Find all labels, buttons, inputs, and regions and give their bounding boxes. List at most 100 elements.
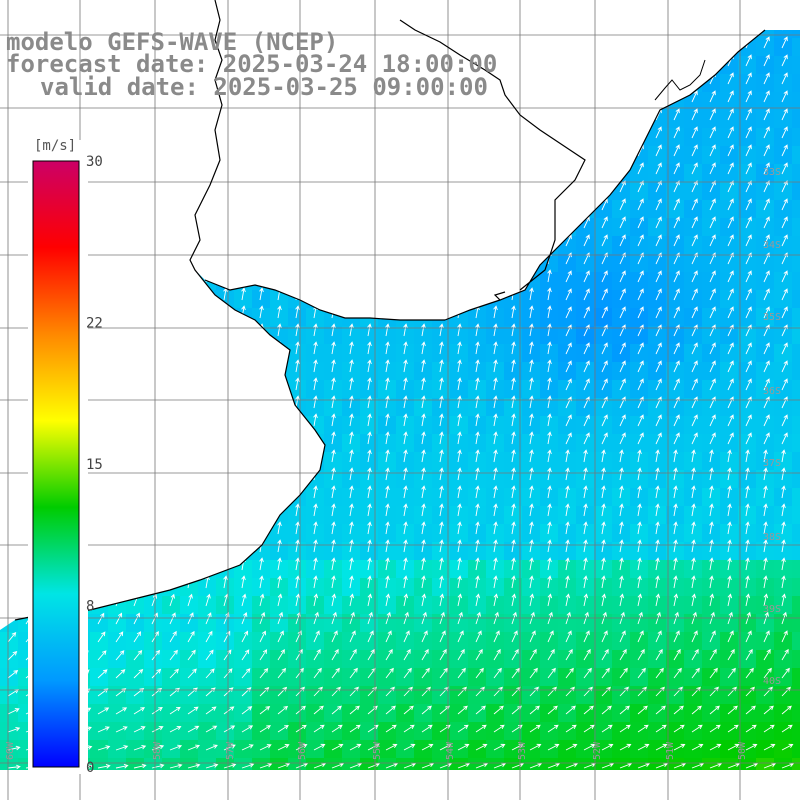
- wind-cell: [144, 776, 163, 795]
- wind-arrow: [673, 126, 680, 139]
- wind-arrow: [421, 107, 426, 121]
- wind-arrow: [565, 724, 577, 733]
- wind-arrow: [763, 575, 768, 589]
- wind-cell: [450, 272, 469, 291]
- wind-cell: [468, 758, 487, 770]
- wind-cell: [756, 578, 775, 597]
- wind-cell: [558, 38, 577, 57]
- wind-arrow: [529, 89, 534, 103]
- wind-arrow: [691, 108, 698, 121]
- wind-cell: [576, 434, 595, 453]
- wind-arrow: [781, 90, 788, 103]
- wind-cell: [198, 578, 217, 597]
- wind-cell: [648, 776, 667, 795]
- wind-cell: [180, 290, 199, 309]
- wind-cell: [738, 236, 757, 255]
- wind-cell: [162, 146, 181, 165]
- wind-cell: [90, 560, 109, 579]
- wind-cell: [432, 434, 451, 453]
- wind-arrow: [475, 395, 480, 409]
- wind-cell: [630, 30, 649, 39]
- wind-cell: [234, 146, 253, 165]
- wind-cell: [162, 560, 181, 579]
- wind-cell: [378, 632, 397, 651]
- wind-cell: [36, 308, 55, 327]
- wind-arrow: [97, 431, 102, 445]
- wind-arrow: [313, 449, 318, 463]
- wind-arrow: [727, 503, 732, 517]
- wind-arrow: [637, 743, 650, 751]
- wind-arrow: [745, 342, 752, 355]
- wind-cell: [90, 596, 109, 615]
- wind-arrow: [781, 467, 786, 481]
- wind-arrow: [709, 557, 714, 571]
- wind-arrow: [745, 521, 750, 535]
- wind-arrow: [457, 503, 462, 517]
- wind-cell: [36, 254, 55, 273]
- wind-cell: [396, 560, 415, 579]
- wind-cell: [216, 308, 235, 327]
- wind-cell: [756, 200, 775, 219]
- wind-cell: [90, 182, 109, 201]
- wind-arrow: [97, 359, 102, 373]
- wind-cell: [756, 344, 775, 363]
- wind-arrow: [655, 539, 660, 553]
- wind-cell: [666, 452, 685, 471]
- wind-arrow: [439, 521, 444, 535]
- wind-arrow: [727, 648, 735, 661]
- wind-cell: [666, 30, 685, 39]
- wind-arrow: [457, 287, 462, 301]
- wind-arrow: [529, 630, 536, 643]
- wind-arrow: [511, 125, 516, 139]
- wind-arrow: [637, 126, 644, 139]
- wind-arrow: [277, 521, 282, 535]
- wind-arrow: [313, 431, 318, 445]
- wind-cell: [144, 290, 163, 309]
- wind-arrow: [187, 485, 192, 499]
- wind-cell: [18, 236, 37, 255]
- wind-cell: [270, 398, 289, 417]
- wind-arrow: [205, 377, 210, 391]
- wind-arrow: [367, 305, 372, 319]
- wind-arrow: [61, 413, 66, 427]
- wind-arrow: [673, 180, 680, 193]
- wind-cell: [306, 632, 325, 651]
- wind-arrow: [583, 503, 588, 517]
- wind-cell: [468, 182, 487, 201]
- wind-arrow: [331, 667, 340, 679]
- wind-arrow: [43, 125, 48, 139]
- wind-arrow: [565, 593, 571, 607]
- wind-cell: [342, 344, 361, 363]
- wind-arrow: [781, 180, 788, 193]
- wind-cell: [720, 272, 739, 291]
- wind-cell: [18, 380, 37, 399]
- wind-arrow: [61, 161, 66, 175]
- wind-cell: [720, 128, 739, 147]
- wind-cell: [0, 416, 19, 435]
- wind-cell: [468, 650, 487, 669]
- wind-arrow: [259, 706, 271, 715]
- wind-cell: [216, 596, 235, 615]
- wind-arrow: [763, 270, 770, 283]
- wind-cell: [630, 182, 649, 201]
- wind-arrow: [403, 215, 408, 229]
- wind-arrow: [259, 377, 264, 391]
- wind-cell: [162, 524, 181, 543]
- wind-cell: [540, 650, 559, 669]
- wind-cell: [576, 776, 595, 795]
- wind-arrow: [547, 53, 552, 67]
- wind-cell: [162, 614, 181, 633]
- wind-cell: [486, 524, 505, 543]
- wind-arrow: [763, 593, 769, 607]
- wind-arrow: [619, 503, 624, 517]
- wind-arrow: [133, 612, 140, 625]
- wind-arrow: [25, 305, 30, 319]
- wind-arrow: [97, 395, 102, 409]
- wind-arrow: [25, 89, 30, 103]
- wind-cell: [756, 30, 775, 39]
- wind-arrow: [295, 107, 300, 121]
- wind-arrow: [349, 705, 360, 715]
- wind-arrow: [223, 323, 228, 337]
- wind-cell: [324, 128, 343, 147]
